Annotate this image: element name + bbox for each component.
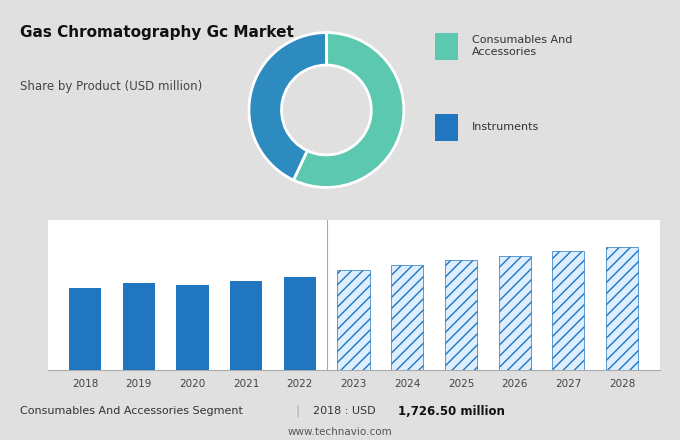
Bar [284,277,316,370]
Text: Share by Product (USD million): Share by Product (USD million) [20,80,203,93]
Bar [69,288,101,370]
Text: Instruments: Instruments [472,122,539,132]
Bar [606,247,638,370]
Bar [391,265,424,370]
Text: 2018 : USD: 2018 : USD [313,407,379,416]
Text: |: | [296,405,300,418]
Wedge shape [294,33,404,187]
FancyBboxPatch shape [435,33,458,60]
Text: Consumables And
Accessories: Consumables And Accessories [472,35,573,57]
Bar [176,285,209,370]
Bar [337,270,370,370]
Bar [445,260,477,370]
Bar [552,251,584,370]
Text: Consumables And Accessories Segment: Consumables And Accessories Segment [20,407,243,416]
FancyBboxPatch shape [435,114,458,141]
Wedge shape [249,33,326,180]
Bar [123,283,155,370]
Text: www.technavio.com: www.technavio.com [288,427,392,437]
Text: Gas Chromatography Gc Market: Gas Chromatography Gc Market [20,26,294,40]
Bar [230,281,262,370]
Text: 1,726.50 million: 1,726.50 million [398,405,505,418]
Bar [498,256,531,370]
